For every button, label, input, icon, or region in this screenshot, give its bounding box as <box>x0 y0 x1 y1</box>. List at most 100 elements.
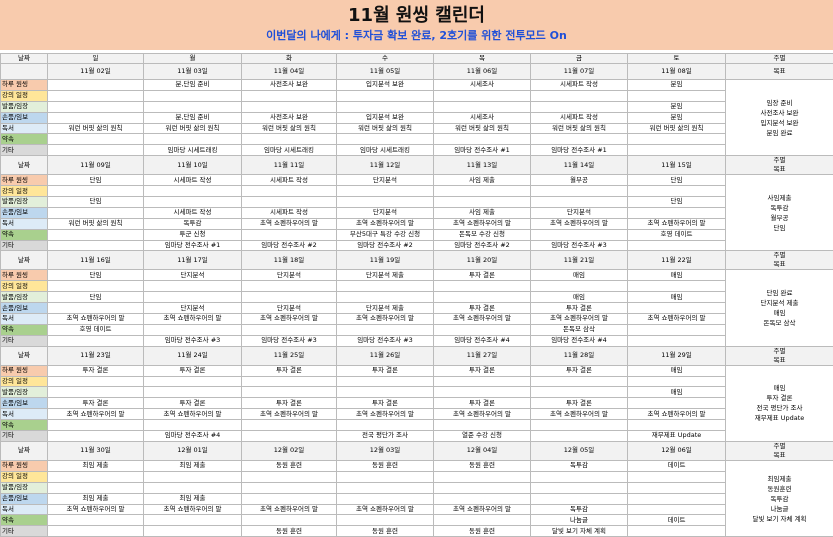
date-cell: 11월 08일 <box>628 64 726 80</box>
date-cell: 11월 26일 <box>337 346 434 365</box>
date-cell: 11월 07일 <box>531 64 628 80</box>
date-cell: 11월 29일 <box>628 346 726 365</box>
row-label: 기타 <box>1 431 48 442</box>
day-cell: 최임 제출 <box>144 493 242 504</box>
goal-item: 분임 완료 <box>727 128 832 138</box>
day-cell: 임마당 전수조사 #2 <box>337 240 434 251</box>
row-label: 강의 일정 <box>1 281 48 292</box>
day-cell <box>434 515 531 526</box>
day-cell <box>628 504 726 515</box>
day-cell: 동원 훈련 <box>337 526 434 537</box>
day-cell: 재무제표 Update <box>628 431 726 442</box>
day-cell: 투자 결론 <box>242 398 337 409</box>
day-cell: 데이트 <box>628 460 726 471</box>
day-cell: 나눔글 <box>531 515 628 526</box>
day-cell <box>48 101 144 112</box>
day-cell <box>628 398 726 409</box>
day-cell <box>242 387 337 398</box>
day-cell: 동원 훈련 <box>337 460 434 471</box>
date-cell: 11월 12일 <box>337 156 434 175</box>
day-cell: 초역 쇼펜하우어의 말 <box>242 409 337 420</box>
day-cell: 돈독모 삼삭 <box>531 324 628 335</box>
day-cell <box>48 387 144 398</box>
day-cell: 시세조사 <box>434 80 531 91</box>
row-label: 약속 <box>1 229 48 240</box>
goal-header: 목표 <box>727 356 832 365</box>
day-cell <box>434 90 531 101</box>
day-cell: 입지분석 보완 <box>337 80 434 91</box>
day-cell <box>48 515 144 526</box>
goal-item: 독투감 <box>727 203 832 213</box>
day-cell <box>144 134 242 145</box>
goal-item: 투자 결론 <box>727 393 832 403</box>
day-name: 일 <box>48 54 144 64</box>
day-cell: 단지분석 제출 <box>337 270 434 281</box>
day-cell <box>337 292 434 303</box>
day-cell <box>531 493 628 504</box>
day-cell <box>337 493 434 504</box>
goal-item: 단임 완료 <box>727 288 832 298</box>
day-cell <box>242 324 337 335</box>
day-name: 토 <box>628 54 726 64</box>
day-cell: 임마당 전수조사 #2 <box>242 240 337 251</box>
day-cell <box>48 186 144 197</box>
date-cell: 11월 02일 <box>48 64 144 80</box>
goal-item: 동원훈련 <box>727 484 832 494</box>
day-cell: 초역 쇼펜하우어의 말 <box>144 314 242 325</box>
row-label: 독서 <box>1 218 48 229</box>
row-label: 하루 원씽 <box>1 80 48 91</box>
date-cell: 12월 02일 <box>242 441 337 460</box>
day-cell: 초역 쇼펜하우어의 말 <box>48 504 144 515</box>
day-cell <box>434 186 531 197</box>
day-cell <box>144 90 242 101</box>
day-cell: 부산5대구 특강 수강 신청 <box>337 229 434 240</box>
day-cell: 사전조사 보완 <box>242 112 337 123</box>
row-label: 하루 원씽 <box>1 365 48 376</box>
day-cell: 초역 쇼펜하우어의 말 <box>434 504 531 515</box>
day-cell: 초역 쇼펜하우어의 말 <box>242 504 337 515</box>
day-cell <box>337 324 434 335</box>
day-cell: 투자 결론 <box>144 365 242 376</box>
day-cell <box>337 420 434 431</box>
goal-item: 전국 평단가 조사 <box>727 403 832 413</box>
day-cell: 시세파트 작성 <box>242 207 337 218</box>
date-cell: 11월 03일 <box>144 64 242 80</box>
day-cell <box>48 335 144 346</box>
row-label: 독서 <box>1 409 48 420</box>
day-cell <box>48 145 144 156</box>
day-cell: 단임 <box>628 175 726 186</box>
row-label: 독서 <box>1 504 48 515</box>
date-cell: 11월 21일 <box>531 251 628 270</box>
date-cell: 11월 15일 <box>628 156 726 175</box>
day-cell: 초역 쇼펜하우어의 말 <box>531 314 628 325</box>
day-cell <box>628 376 726 387</box>
day-cell <box>337 387 434 398</box>
day-cell: 단임 <box>48 197 144 208</box>
day-cell <box>531 281 628 292</box>
day-cell: 투자 결론 <box>48 365 144 376</box>
day-cell: 분,단임 준비 <box>144 80 242 91</box>
weekly-header: 주별 <box>727 156 832 165</box>
goal-item: 월부공 <box>727 213 832 223</box>
day-cell <box>242 229 337 240</box>
day-cell: 초역 쇼펜하우어의 말 <box>531 218 628 229</box>
row-label: 손품/임보 <box>1 303 48 314</box>
day-cell: 투자 결론 <box>434 398 531 409</box>
day-cell <box>144 186 242 197</box>
day-cell: 임마당 전수조사 #3 <box>337 335 434 346</box>
title-band: 11월 원씽 캘린더 이번달의 나에게 : 투자금 확보 완료, 2호기를 위한… <box>0 0 833 50</box>
day-cell: 투자 결론 <box>434 365 531 376</box>
day-cell: 단임 <box>48 270 144 281</box>
date-cell: 11월 16일 <box>48 251 144 270</box>
date-label: 날짜 <box>1 251 48 270</box>
row-label: 발품/임장 <box>1 482 48 493</box>
activity-row: 강의 일정 <box>1 281 833 292</box>
goal-item: 단임 <box>727 223 832 233</box>
